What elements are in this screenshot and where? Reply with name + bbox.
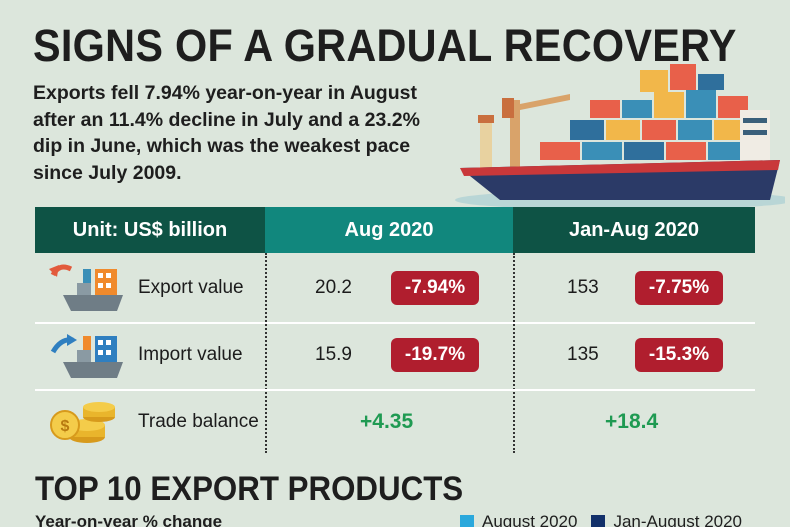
header-unit: Unit: US$ billion — [35, 207, 265, 253]
row-divider — [35, 322, 755, 324]
header-jan-aug-2020: Jan-Aug 2020 — [513, 207, 755, 253]
column-separator — [513, 253, 515, 453]
row-label-export: Export value — [138, 277, 244, 298]
export-ship-icon — [49, 264, 123, 311]
row-label-import: Import value — [138, 344, 243, 365]
import-ytd-value: 135 — [567, 344, 599, 365]
row-label-trade-balance: Trade balance — [138, 411, 259, 432]
legend-label-august: August 2020 — [482, 512, 578, 527]
coins-icon: $ — [50, 402, 115, 443]
table-row-import: Import value 15.9 -19.7% 135 -15.3% — [35, 322, 755, 388]
table-row-export: Export value 20.2 -7.94% 153 -7.75% — [35, 255, 755, 321]
table-header: Unit: US$ billion Aug 2020 Jan-Aug 2020 — [35, 207, 755, 253]
export-aug-change-badge: -7.94% — [391, 271, 479, 305]
legend-swatch-jan-aug — [591, 515, 606, 527]
legend-label-jan-aug: Jan-August 2020 — [613, 512, 743, 527]
export-ytd-value: 153 — [567, 277, 599, 298]
headline: SIGNS OF A GRADUAL RECOVERY — [33, 20, 737, 71]
legend-swatch-august — [460, 515, 474, 527]
section-title: TOP 10 EXPORT PRODUCTS — [35, 470, 464, 508]
export-ytd-change-badge: -7.75% — [635, 271, 723, 305]
import-aug-value: 15.9 — [315, 344, 352, 365]
cargo-ship-illustration — [455, 64, 785, 210]
section-subtitle: Year-on-year % change — [35, 512, 223, 527]
export-aug-value: 20.2 — [315, 277, 352, 298]
import-aug-change-badge: -19.7% — [391, 338, 479, 372]
import-ytd-change-badge: -15.3% — [635, 338, 723, 372]
table-row-trade-balance: $ Trade balance +4.35 +18.4 — [35, 389, 755, 455]
trade-balance-aug: +4.35 — [360, 410, 414, 433]
lede-text: Exports fell 7.94% year-on-year in Augus… — [33, 82, 420, 184]
column-separator — [265, 253, 267, 453]
chart-legend: August 2020 Jan-August 2020 — [460, 512, 742, 527]
header-aug-2020: Aug 2020 — [265, 207, 513, 253]
row-divider — [35, 389, 755, 391]
svg-text:$: $ — [61, 418, 70, 435]
import-ship-icon — [50, 334, 123, 378]
trade-balance-ytd: +18.4 — [605, 410, 659, 433]
